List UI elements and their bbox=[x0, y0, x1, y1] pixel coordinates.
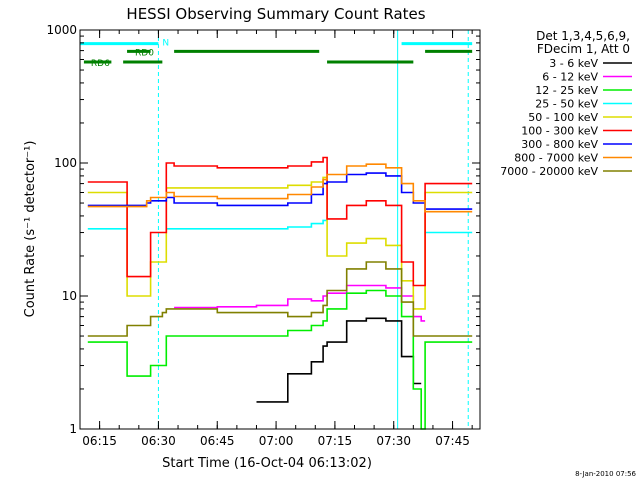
x-tick-label: 06:45 bbox=[200, 434, 235, 448]
legend-label: 7000 - 20000 keV bbox=[500, 165, 598, 178]
chart-title: HESSI Observing Summary Count Rates bbox=[126, 5, 425, 23]
status-bar-label: N bbox=[162, 39, 169, 49]
x-tick-label: 06:30 bbox=[141, 434, 176, 448]
series-line bbox=[256, 317, 422, 403]
y-tick-label: 100 bbox=[54, 156, 77, 170]
legend-label: 300 - 800 keV bbox=[521, 138, 598, 151]
legend-header-line-1: Det 1,3,4,5,6,9, bbox=[536, 29, 630, 43]
legend-label: 6 - 12 keV bbox=[542, 71, 598, 84]
y-axis-label: Count Rate (s⁻¹ detector⁻¹) bbox=[23, 141, 38, 318]
series-line bbox=[174, 284, 426, 322]
series-line bbox=[87, 219, 473, 234]
x-tick-label: 07:00 bbox=[259, 434, 294, 448]
status-bar-label: RD0 bbox=[135, 48, 154, 58]
series-line bbox=[87, 176, 473, 310]
y-tick-label: 1 bbox=[69, 422, 77, 436]
legend-label: 12 - 25 keV bbox=[535, 84, 598, 97]
footer-date: 8-Jan-2010 07:56 bbox=[575, 470, 636, 478]
y-tick-label: 10 bbox=[62, 289, 77, 303]
legend-label: 800 - 7000 keV bbox=[514, 152, 598, 165]
legend-label: 50 - 100 keV bbox=[528, 111, 598, 124]
series-line bbox=[87, 163, 473, 213]
series-line bbox=[87, 156, 473, 287]
x-tick-label: 07:30 bbox=[376, 434, 411, 448]
x-axis-label: Start Time (16-Oct-04 06:13:02) bbox=[162, 456, 372, 471]
y-tick-label: 1000 bbox=[46, 23, 77, 37]
x-tick-label: 06:15 bbox=[82, 434, 117, 448]
legend-label: 3 - 6 keV bbox=[549, 57, 598, 70]
x-tick-label: 07:15 bbox=[318, 434, 353, 448]
series-line bbox=[87, 289, 473, 430]
plot-area: N RD0 RD6 bbox=[79, 30, 473, 430]
series-line bbox=[87, 172, 473, 210]
legend-header-line-2: FDecim 1, Att 0 bbox=[537, 42, 630, 56]
series-line bbox=[87, 261, 473, 337]
status-bar-label: RD6 bbox=[91, 59, 110, 69]
legend-label: 100 - 300 keV bbox=[521, 125, 598, 138]
legend-label: 25 - 50 keV bbox=[535, 98, 598, 111]
x-tick-label: 07:45 bbox=[435, 434, 470, 448]
plot-frame bbox=[79, 29, 481, 430]
